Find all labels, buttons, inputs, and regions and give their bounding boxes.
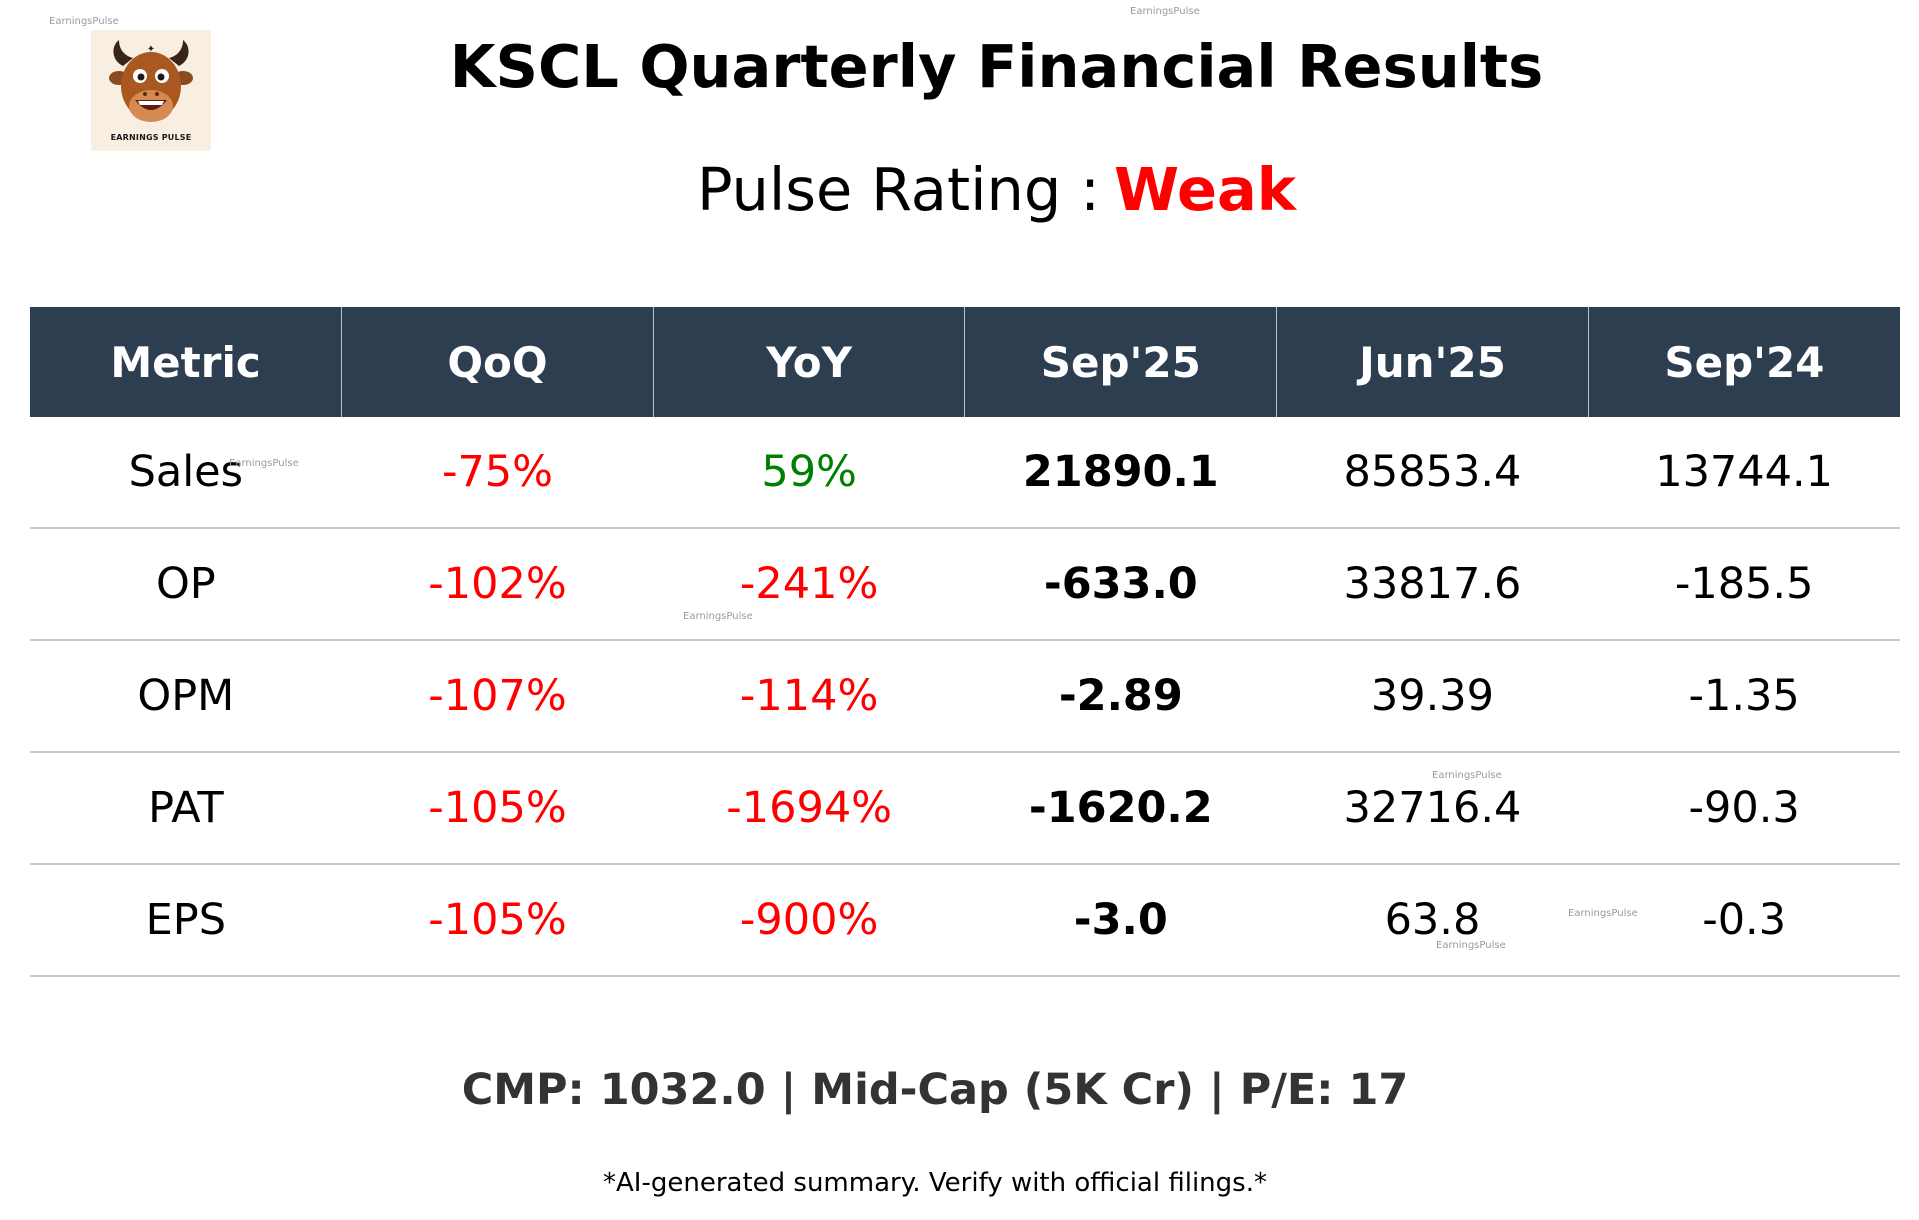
sep24-cell: -90.3	[1588, 752, 1900, 865]
yoy-cell: -1694%	[653, 752, 965, 865]
market-summary: CMP: 1032.0 | Mid-Cap (5K Cr) | P/E: 17	[461, 1065, 1409, 1115]
watermark: EarningsPulse	[683, 611, 753, 622]
qoq-cell: -75%	[341, 417, 654, 529]
table-row: OPM -107% -114% -2.89 39.39 -1.35	[30, 640, 1900, 753]
yoy-cell: -241%	[653, 528, 965, 641]
watermark: EarningsPulse	[1568, 908, 1638, 919]
sep24-cell: -1.35	[1588, 640, 1900, 753]
pulse-rating: Pulse Rating : Weak	[0, 155, 1919, 224]
sep25-cell: -3.0	[964, 864, 1277, 977]
watermark: EarningsPulse	[1432, 770, 1502, 781]
yoy-cell: -114%	[653, 640, 965, 753]
sep24-cell: -185.5	[1588, 528, 1900, 641]
watermark: EarningsPulse	[1130, 6, 1200, 17]
results-table: Metric QoQ YoY Sep'25 Jun'25 Sep'24 Sale…	[30, 307, 1900, 977]
column-header-qoq: QoQ	[341, 307, 654, 417]
metric-cell: PAT	[30, 752, 342, 865]
column-header-sep25: Sep'25	[964, 307, 1278, 417]
disclaimer: *AI-generated summary. Verify with offic…	[603, 1168, 1267, 1198]
sep24-cell: -0.3	[1588, 864, 1900, 977]
jun25-cell: 85853.4	[1276, 417, 1589, 529]
table-row: OP -102% -241% -633.0 33817.6 -185.5	[30, 528, 1900, 641]
table-header-row: Metric QoQ YoY Sep'25 Jun'25 Sep'24	[30, 307, 1900, 417]
qoq-cell: -105%	[341, 752, 654, 865]
watermark: EarningsPulse	[1436, 940, 1506, 951]
yoy-cell: -900%	[653, 864, 965, 977]
bull-mascot-icon: ✦	[109, 40, 193, 122]
jun25-cell: 39.39	[1276, 640, 1589, 753]
svg-text:✦: ✦	[147, 44, 155, 55]
table-row: PAT -105% -1694% -1620.2 32716.4 -90.3	[30, 752, 1900, 865]
metric-cell: EPS	[30, 864, 342, 977]
metric-cell: OPM	[30, 640, 342, 753]
pulse-rating-label: Pulse Rating :	[696, 155, 1100, 224]
table-row: EPS -105% -900% -3.0 63.8 -0.3	[30, 864, 1900, 977]
qoq-cell: -102%	[341, 528, 654, 641]
table-row: Sales -75% 59% 21890.1 85853.4 13744.1	[30, 417, 1900, 529]
page-title: KSCL Quarterly Financial Results	[449, 32, 1544, 101]
sep25-cell: -633.0	[964, 528, 1277, 641]
watermark: EarningsPulse	[49, 16, 119, 27]
earnings-pulse-logo: ✦ EARNINGS PULSE	[91, 30, 211, 151]
jun25-cell: 33817.6	[1276, 528, 1589, 641]
sep25-cell: -2.89	[964, 640, 1277, 753]
sep24-cell: 13744.1	[1588, 417, 1900, 529]
metric-cell: OP	[30, 528, 342, 641]
qoq-cell: -107%	[341, 640, 654, 753]
jun25-cell: 32716.4	[1276, 752, 1589, 865]
pulse-rating-value: Weak	[1113, 155, 1297, 224]
jun25-cell: 63.8	[1276, 864, 1589, 977]
metric-cell: Sales	[30, 417, 342, 529]
sep25-cell: -1620.2	[964, 752, 1277, 865]
watermark: EarningsPulse	[229, 458, 299, 469]
column-header-jun25: Jun'25	[1276, 307, 1589, 417]
qoq-cell: -105%	[341, 864, 654, 977]
column-header-metric: Metric	[30, 307, 343, 417]
yoy-cell: 59%	[653, 417, 965, 529]
column-header-yoy: YoY	[653, 307, 966, 417]
column-header-sep24: Sep'24	[1588, 307, 1900, 417]
sep25-cell: 21890.1	[964, 417, 1277, 529]
logo-text: EARNINGS PULSE	[110, 133, 192, 142]
